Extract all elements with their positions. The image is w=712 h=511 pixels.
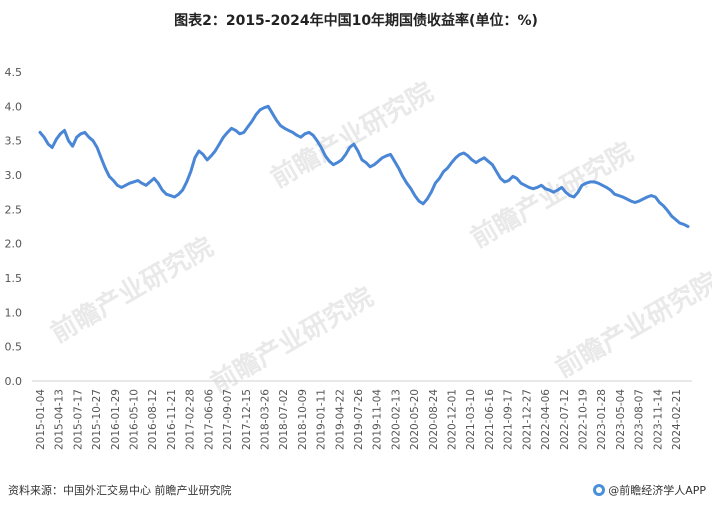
y-tick-label: 4.5 xyxy=(5,66,23,79)
x-tick-label: 2019-01-11 xyxy=(316,389,328,450)
y-tick-label: 0.0 xyxy=(5,375,23,388)
y-tick-label: 3.0 xyxy=(5,169,23,182)
x-tick-label: 2020-02-13 xyxy=(390,389,402,450)
x-tick-label: 2023-11-14 xyxy=(652,389,664,450)
chart-title: 图表2：2015-2024年中国10年期国债收益率(单位：%) xyxy=(174,13,538,29)
x-tick-label: 2019-07-26 xyxy=(353,389,365,450)
x-tick-label: 2015-01-04 xyxy=(35,389,47,450)
x-tick-label: 2016-08-12 xyxy=(147,389,159,450)
x-tick-label: 2024-02-21 xyxy=(671,389,683,450)
y-tick-label: 4.0 xyxy=(5,100,23,113)
y-tick-label: 2.0 xyxy=(5,238,23,251)
x-tick-label: 2016-01-29 xyxy=(110,389,122,450)
x-tick-label: 2020-05-20 xyxy=(409,389,421,450)
x-tick-label: 2023-05-04 xyxy=(615,389,627,450)
x-tick-label: 2022-07-12 xyxy=(559,389,571,450)
line-chart: 0.0 0.5 1.0 1.5 2.0 2.5 3.0 3.5 4.0 4.5 2015-01-04… xyxy=(5,66,692,450)
x-tick-label: 2021-09-17 xyxy=(503,389,515,450)
brand-logo-icon xyxy=(593,484,606,496)
x-tick-label: 2022-10-19 xyxy=(577,389,589,450)
x-tick-label: 2017-09-07 xyxy=(222,389,234,450)
y-tick-label: 2.5 xyxy=(5,203,23,216)
y-tick-label: 3.5 xyxy=(5,135,23,148)
x-tick-label: 2016-11-21 xyxy=(166,389,178,450)
brand-text: @前瞻经济学人APP xyxy=(608,484,706,497)
x-tick-label: 2023-01-28 xyxy=(596,389,608,450)
x-tick-label: 2021-03-10 xyxy=(465,389,477,450)
y-tick-label: 1.0 xyxy=(5,306,23,319)
x-tick-label: 2019-04-22 xyxy=(334,389,346,450)
y-tick-label: 1.5 xyxy=(5,272,23,285)
x-tick-label: 2016-05-10 xyxy=(129,389,141,450)
x-tick-label: 2017-06-06 xyxy=(203,389,215,450)
x-tick-label: 2023-08-07 xyxy=(634,389,646,450)
x-tick-label: 2015-10-27 xyxy=(91,389,103,450)
x-tick-label: 2018-10-09 xyxy=(297,389,309,450)
series-line xyxy=(38,104,690,228)
x-tick-label: 2019-11-04 xyxy=(372,389,384,450)
x-tick-label: 2018-07-02 xyxy=(278,389,290,450)
x-tick-label: 2021-06-16 xyxy=(484,389,496,450)
x-tick-label: 2015-07-17 xyxy=(72,389,84,450)
x-tick-label: 2020-08-24 xyxy=(428,389,440,450)
x-tick-label: 2018-03-26 xyxy=(259,389,271,450)
x-tick-label: 2021-12-27 xyxy=(521,389,533,450)
x-tick-label: 2020-12-01 xyxy=(447,389,459,450)
x-tick-label: 2015-04-13 xyxy=(54,389,66,450)
source-note: 资料来源：中国外汇交易中心 前瞻产业研究院 xyxy=(8,484,232,497)
x-tick-label: 2017-12-15 xyxy=(241,389,253,450)
x-tick-label: 2022-04-06 xyxy=(540,389,552,450)
brand-credit: @前瞻经济学人APP xyxy=(593,482,706,498)
y-tick-label: 0.5 xyxy=(5,341,23,354)
x-tick-label: 2017-02-28 xyxy=(185,389,197,450)
